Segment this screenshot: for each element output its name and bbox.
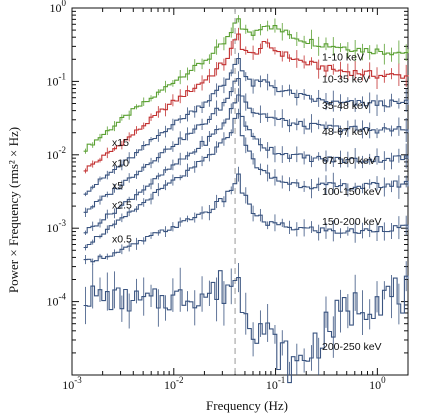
- series-label-2: 10-35 keV: [322, 73, 370, 85]
- series-error-bars-8: [85, 261, 407, 375]
- series-line-3: [83, 57, 409, 195]
- series-line-1: [83, 18, 409, 152]
- plot-area: 10-3 10-2 10-1 100 10-4 10-3 10-2 10-1 100: [47, 0, 409, 392]
- y-tick-label: 10-4: [47, 292, 67, 309]
- x-tick-label: 100: [369, 375, 386, 392]
- x-tick-label: 10-2: [164, 375, 184, 392]
- y-tick-label: 100: [50, 0, 67, 15]
- series-error-bars-3: [85, 52, 407, 197]
- y-tick-label: 10-1: [47, 71, 67, 88]
- multiplier-label-1: x15: [112, 137, 129, 149]
- series-error-bars-7: [85, 166, 407, 265]
- plot-frame: [71, 7, 409, 376]
- series-label-1: 1-10 keV: [322, 51, 364, 63]
- y-axis-label: Power × Frequency (rms² × Hz): [6, 127, 21, 293]
- series-error-bars-2: [85, 27, 407, 174]
- x-axis-label: Frequency (Hz): [206, 398, 288, 413]
- series-error-bars-6: [85, 108, 407, 251]
- multiplier-label-3: x5: [112, 180, 123, 192]
- series-line-8: [83, 270, 409, 384]
- x-tick-label: 10-3: [62, 375, 82, 392]
- x-tick-label: 10-1: [266, 375, 286, 392]
- labels-layer: 1-10 keV 10-35 keV 35-48 keV 48-67 keV 67-10…: [112, 51, 382, 353]
- y-tick-label: 10-2: [47, 145, 67, 162]
- series-label-7: 150-200 keV: [322, 216, 382, 228]
- series-error-bars-1: [85, 15, 407, 154]
- series-label-8: 200-250 keV: [322, 341, 382, 353]
- y-tick-label: 10-3: [47, 218, 67, 235]
- series-label-5: 67-100 keV: [322, 155, 376, 167]
- series-label-3: 35-48 keV: [322, 100, 370, 112]
- series-line-7: [83, 173, 409, 263]
- series-error-bars-5: [85, 88, 407, 235]
- series-label-6: 100-150 keV: [322, 186, 382, 198]
- multiplier-label-5: x0.5: [112, 234, 132, 246]
- series-label-4: 48-67 keV: [322, 126, 370, 138]
- series-layer: [83, 15, 409, 384]
- series-error-bars-4: [85, 71, 407, 218]
- multiplier-label-2: x10: [112, 158, 129, 170]
- multiplier-label-4: x2.5: [112, 199, 132, 211]
